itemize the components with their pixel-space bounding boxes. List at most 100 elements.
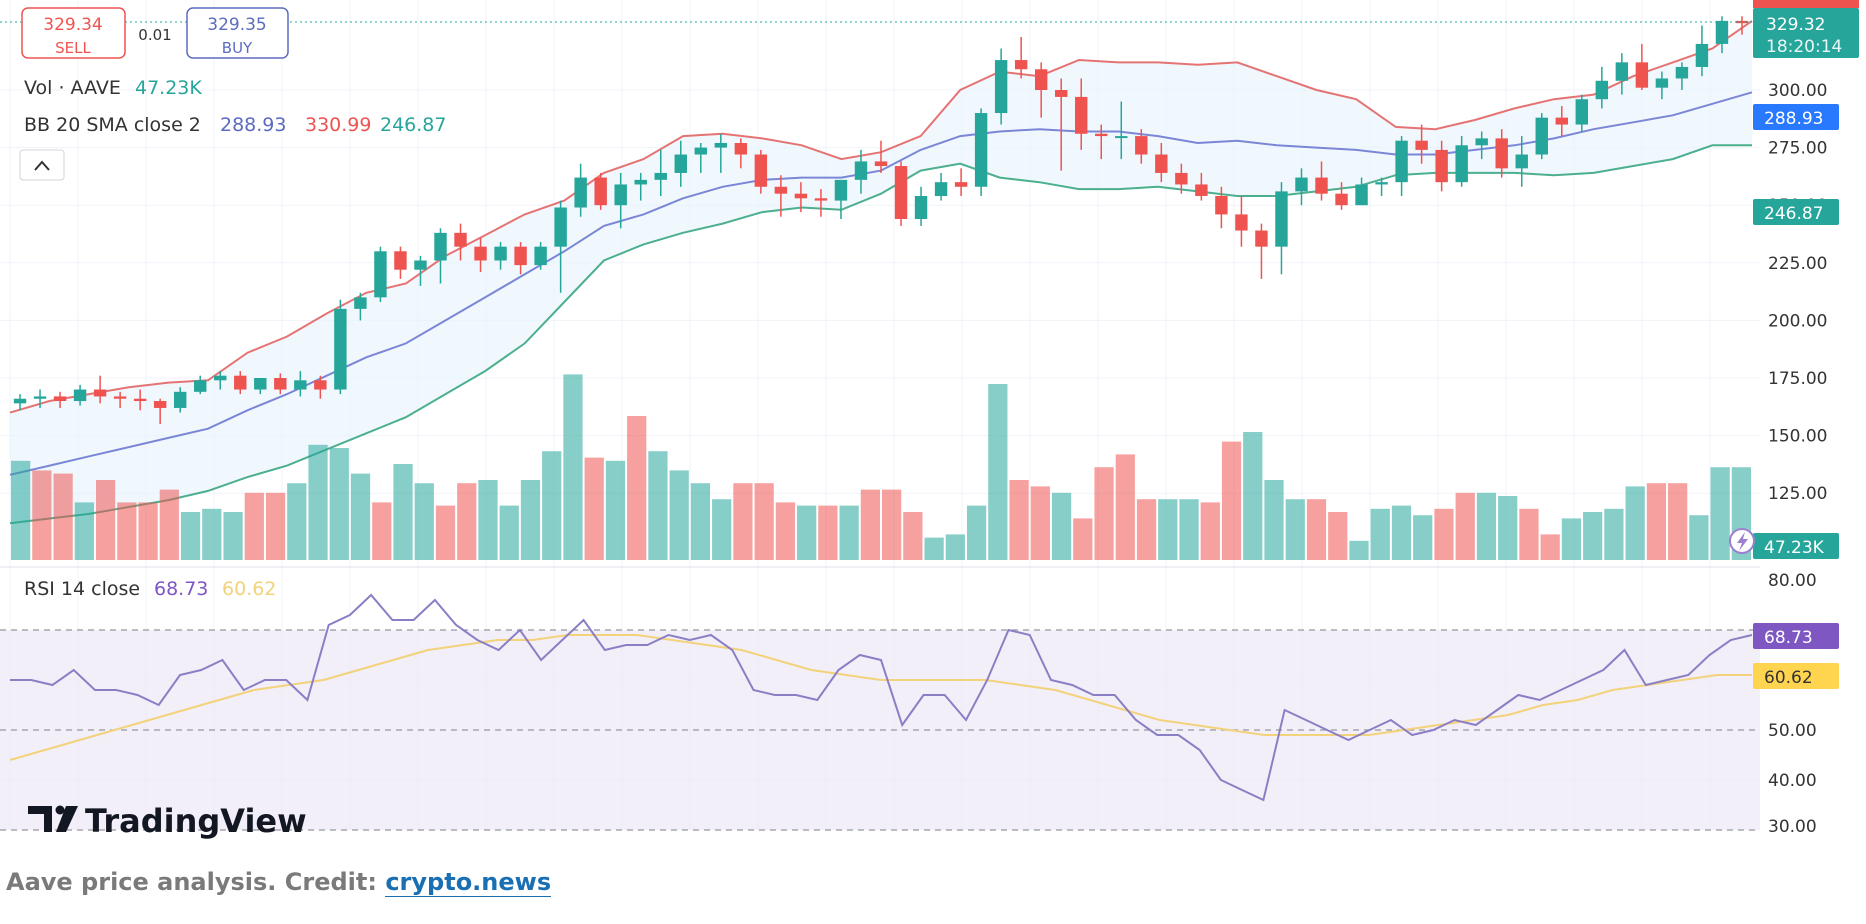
candle-body xyxy=(33,396,47,399)
candle xyxy=(153,398,167,425)
candle-body xyxy=(133,398,147,402)
volume-bar xyxy=(159,489,179,560)
candle xyxy=(614,172,627,229)
volume-bar xyxy=(754,483,774,560)
volume-bar xyxy=(1604,508,1624,560)
volume-bar xyxy=(966,505,987,560)
volume-bar xyxy=(1051,492,1072,560)
candle xyxy=(1115,101,1128,160)
candle-body xyxy=(1455,145,1468,183)
candle xyxy=(1635,43,1649,90)
candle xyxy=(814,189,828,217)
candle xyxy=(1075,78,1088,150)
candle xyxy=(1235,195,1248,247)
candle-body xyxy=(1655,78,1669,88)
volume-bar xyxy=(605,460,626,560)
sell-button[interactable]: 329.34 SELL xyxy=(21,7,126,59)
candle-body xyxy=(1435,149,1448,183)
volume-bar xyxy=(1200,502,1220,560)
volume-bar xyxy=(1115,454,1135,560)
volume-bar xyxy=(797,505,817,560)
price-tick-label: 275.00 xyxy=(1768,139,1827,159)
candle xyxy=(1595,66,1609,109)
candle xyxy=(434,228,447,284)
candle-body xyxy=(734,142,748,155)
candle xyxy=(1675,62,1689,90)
bb-basis-badge: 288.93 xyxy=(1753,104,1839,130)
candle-body xyxy=(1034,69,1048,90)
image-caption: Aave price analysis. Credit: crypto.news xyxy=(6,868,552,897)
candle xyxy=(53,391,67,408)
candle xyxy=(1515,136,1528,187)
candle xyxy=(634,172,647,201)
volume-bar xyxy=(138,502,158,560)
candle-body xyxy=(1255,230,1268,247)
volume-bar xyxy=(1455,492,1475,560)
candle-body xyxy=(214,375,227,381)
candle-body xyxy=(574,177,587,208)
svg-text:329.34: 329.34 xyxy=(43,15,102,35)
volume-bar xyxy=(1498,496,1518,560)
price-tick-label: 175.00 xyxy=(1768,369,1827,389)
candle xyxy=(894,161,908,226)
candle-body xyxy=(1555,117,1568,125)
candle xyxy=(914,186,928,226)
candle xyxy=(714,133,728,173)
svg-text:BB 20 SMA close 2: BB 20 SMA close 2 xyxy=(24,114,201,136)
svg-text:246.87: 246.87 xyxy=(1764,204,1823,224)
candle-body xyxy=(934,182,948,196)
candle xyxy=(1535,113,1548,160)
candle-body xyxy=(414,260,427,270)
svg-text:Vol · AAVE: Vol · AAVE xyxy=(24,77,121,99)
candle-body xyxy=(1355,184,1368,206)
volume-bar xyxy=(393,464,413,560)
svg-text:68.73: 68.73 xyxy=(154,578,208,600)
volume-bar xyxy=(988,384,1008,560)
svg-text:SELL: SELL xyxy=(55,39,91,57)
volume-bar xyxy=(1391,505,1412,560)
candle-body xyxy=(274,378,287,390)
volume-bar xyxy=(1264,480,1284,560)
candle-body xyxy=(954,182,968,187)
rsi-ma-badge: 60.62 xyxy=(1753,663,1839,689)
candle xyxy=(133,389,147,411)
candle-body xyxy=(774,186,788,194)
candle xyxy=(1495,129,1508,178)
volume-bar xyxy=(53,473,73,560)
candle-body xyxy=(1054,90,1068,97)
candle xyxy=(1255,223,1268,279)
flash-icon[interactable] xyxy=(1729,528,1755,554)
svg-text:RSI 14 close: RSI 14 close xyxy=(24,578,140,600)
rsi-tick-label: 30.00 xyxy=(1768,817,1817,837)
candle xyxy=(1355,177,1368,206)
spread-value: 0.01 xyxy=(138,26,171,44)
price-axis-ticks: 300.00275.00250.00225.00200.00175.00150.… xyxy=(1768,81,1827,504)
volume-bar xyxy=(95,480,116,560)
volume-bar xyxy=(1689,515,1709,560)
candle-body xyxy=(994,60,1008,114)
volume-bar xyxy=(1073,518,1093,560)
candle xyxy=(594,172,607,210)
collapse-legend-button[interactable] xyxy=(19,149,65,181)
caption-link[interactable]: crypto.news xyxy=(385,868,552,897)
candle-body xyxy=(974,113,988,187)
svg-text:246.87: 246.87 xyxy=(380,114,446,136)
candle xyxy=(754,149,768,194)
candle-body xyxy=(874,161,888,167)
candle xyxy=(1155,142,1168,183)
candle-body xyxy=(394,251,407,270)
buy-button[interactable]: 329.35 BUY xyxy=(186,7,289,59)
volume-bar xyxy=(924,537,944,560)
candle xyxy=(1435,140,1448,192)
candle-body xyxy=(754,154,768,187)
volume-bar xyxy=(180,512,201,560)
candle-body xyxy=(454,232,467,247)
candle-body xyxy=(13,398,27,404)
candle xyxy=(394,246,407,279)
rsi-tick-label: 80.00 xyxy=(1768,571,1817,591)
candle xyxy=(274,373,287,395)
chevron-up-icon xyxy=(34,160,50,171)
candle-body xyxy=(1515,154,1528,169)
candle-body xyxy=(73,389,87,402)
candle xyxy=(514,242,527,275)
